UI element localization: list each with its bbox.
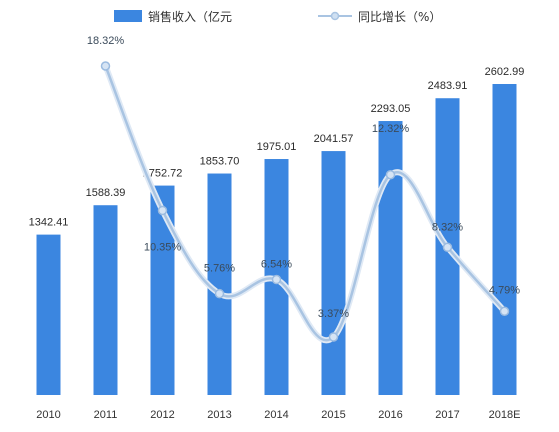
x-tick-label-2017: 2017 <box>435 409 459 421</box>
growth-value-label-2014: 6.54% <box>261 259 292 271</box>
growth-point-2012 <box>157 205 168 216</box>
legend-line-label: 同比增长（%） <box>358 10 441 24</box>
growth-point-2018E <box>499 306 510 317</box>
growth-value-label-2017: 8.32% <box>432 221 463 233</box>
bar-value-label-2010: 1342.41 <box>29 217 69 229</box>
growth-point-2013 <box>214 288 225 299</box>
bar-2018E <box>492 84 517 395</box>
bar-value-label-2014: 1975.01 <box>257 141 297 153</box>
growth-point-2011 <box>100 61 111 71</box>
bar-value-label-2016: 2293.05 <box>371 103 411 115</box>
bar-value-label-2018E: 2602.99 <box>485 66 525 78</box>
bar-value-labels: 1342.41 1588.39 1752.72 1853.70 1975.01 2041.… <box>29 66 525 229</box>
growth-point-2015 <box>328 332 339 342</box>
bar-value-label-2015: 2041.57 <box>314 133 354 145</box>
x-tick-label-2010: 2010 <box>36 409 60 421</box>
growth-value-label-2015: 3.37% <box>318 308 349 320</box>
x-tick-label-2011: 2011 <box>94 409 118 421</box>
growth-point-2014 <box>271 274 282 285</box>
x-tick-label-2014: 2014 <box>264 409 288 421</box>
legend: 销售收入（亿元 同比增长（%） <box>114 9 441 24</box>
bar-2010 <box>36 234 61 395</box>
growth-point-2017 <box>442 242 453 253</box>
bar-value-label-2012: 1752.72 <box>143 168 183 180</box>
x-tick-label-2016: 2016 <box>378 409 402 421</box>
growth-point-2016 <box>385 170 396 180</box>
growth-value-label-2011: 18.32% <box>87 35 125 47</box>
legend-bar-swatch <box>114 10 142 22</box>
growth-value-label-2016: 12.32% <box>372 123 410 135</box>
bar-2015 <box>321 151 346 395</box>
x-tick-label-2012: 2012 <box>150 409 174 421</box>
x-axis-tick-labels: 2010 2011 2012 2013 2014 2015 2016 2017 2018E <box>36 409 520 421</box>
legend-line-marker <box>330 11 340 21</box>
legend-bar-label: 销售收入（亿元 <box>148 9 232 24</box>
bar-2016 <box>378 121 403 395</box>
growth-value-label-2012: 10.35% <box>144 241 182 253</box>
x-tick-label-2013: 2013 <box>207 409 231 421</box>
growth-value-label-2013: 5.76% <box>204 263 235 275</box>
bar-value-label-2017: 2483.91 <box>428 80 468 92</box>
x-tick-label-2018E: 2018E <box>489 409 521 421</box>
bar-2011 <box>93 205 118 395</box>
bar-value-label-2013: 1853.70 <box>200 156 240 168</box>
bar-value-label-2011: 1588.39 <box>86 187 126 199</box>
growth-value-label-2018E: 4.79% <box>489 284 520 296</box>
growth-series <box>100 61 510 344</box>
growth-value-labels: 18.32% 10.35% 5.76% 6.54% 3.37% 12.32% 8.32% 4.… <box>87 35 520 320</box>
x-tick-label-2015: 2015 <box>321 409 345 421</box>
